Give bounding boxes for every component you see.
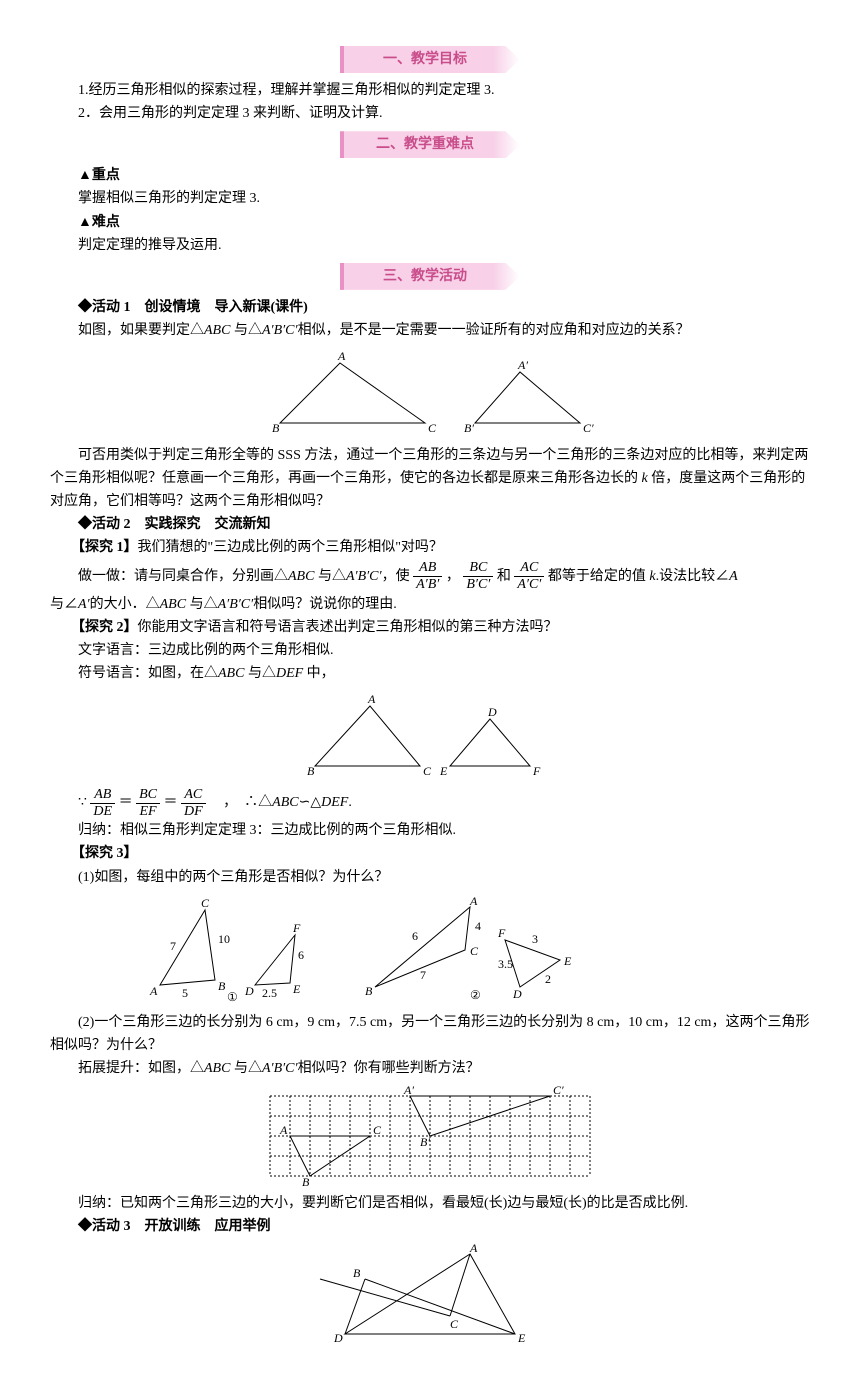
do-it-line-2: 与∠A′的大小．△ABC 与△A′B′C′相似吗？说说你的理由. xyxy=(50,593,810,616)
svg-text:B′: B′ xyxy=(464,421,474,435)
activity-1-p1: 如图，如果要判定△ABC 与△A′B′C′相似，是不是一定需要一一验证所有的对应… xyxy=(50,319,810,342)
svg-text:F: F xyxy=(497,926,506,940)
explore-1: 【探究 1】我们猜想的"三边成比例的两个三角形相似"对吗？ xyxy=(50,536,810,559)
svg-text:E: E xyxy=(563,954,572,968)
do-it-line: 做一做：请与同桌合作，分别画△ABC 与△A′B′C′，使 ABA′B′ ， B… xyxy=(50,560,810,594)
svg-text:A′: A′ xyxy=(403,1083,414,1097)
svg-text:C: C xyxy=(470,944,479,958)
section-goals-header: 一、教学目标 xyxy=(340,46,520,73)
svg-text:6: 6 xyxy=(298,948,304,962)
svg-text:D: D xyxy=(487,705,497,719)
svg-text:10: 10 xyxy=(218,932,230,946)
svg-text:6: 6 xyxy=(412,929,418,943)
figure-grid: A B C A′ B′ C′ xyxy=(50,1086,810,1186)
svg-text:4: 4 xyxy=(475,919,481,933)
svg-text:B: B xyxy=(353,1266,361,1280)
svg-text:3.5: 3.5 xyxy=(498,957,513,971)
word-language: 文字语言：三边成比例的两个三角形相似. xyxy=(50,639,810,662)
svg-text:B: B xyxy=(272,421,280,435)
activity-1-title: ◆活动 1 创设情境 导入新课(课件) xyxy=(50,296,810,319)
svg-text:D: D xyxy=(244,984,254,998)
goal-2: 2．会用三角形的判定定理 3 来判断、证明及计算. xyxy=(50,102,810,125)
key-point-label: ▲重点 xyxy=(50,164,810,187)
svg-text:3: 3 xyxy=(532,932,538,946)
section-activities-header: 三、教学活动 xyxy=(340,263,520,290)
svg-text:E: E xyxy=(517,1331,526,1345)
svg-text:B′: B′ xyxy=(420,1135,430,1149)
explore-3-title: 【探究 3】 xyxy=(50,842,810,865)
section-points-header: 二、教学重难点 xyxy=(340,131,520,158)
hard-point-label: ▲难点 xyxy=(50,211,810,234)
extension: 拓展提升：如图，△ABC 与△A′B′C′相似吗？你有哪些判断方法？ xyxy=(50,1057,810,1080)
activity-3-title: ◆活动 3 开放训练 应用举例 xyxy=(50,1215,810,1238)
svg-text:A′: A′ xyxy=(517,358,528,372)
svg-text:C: C xyxy=(428,421,437,435)
explore-3-q1: (1)如图，每组中的两个三角形是否相似？为什么？ xyxy=(50,866,810,889)
explore-2: 【探究 2】你能用文字语言和符号语言表述出判定三角形相似的第三种方法吗？ xyxy=(50,616,810,639)
svg-text:D: D xyxy=(512,987,522,1001)
because-therefore: ∵ ABDE ＝ BCEF ＝ ACDF ， ∴△ABC∽△DEF. xyxy=(50,787,810,819)
svg-text:B: B xyxy=(302,1175,310,1189)
svg-text:C: C xyxy=(201,896,210,910)
svg-text:C′: C′ xyxy=(553,1083,564,1097)
svg-text:2.5: 2.5 xyxy=(262,986,277,1000)
svg-text:B: B xyxy=(218,979,226,993)
svg-text:A: A xyxy=(469,894,478,908)
svg-text:7: 7 xyxy=(170,939,176,953)
svg-text:②: ② xyxy=(470,988,481,1002)
figure-last-triangle: A B C D E xyxy=(50,1244,810,1344)
key-point-text: 掌握相似三角形的判定定理 3. xyxy=(50,187,810,210)
figure-triangle-groups: C A B 7 10 5 F D E 6 2.5 ① A B C 6 4 7 F… xyxy=(50,895,810,1005)
svg-text:C′: C′ xyxy=(583,421,594,435)
svg-text:7: 7 xyxy=(420,968,426,982)
hard-point-text: 判定定理的推导及运用. xyxy=(50,234,810,257)
activity-1-p2: 可否用类似于判定三角形全等的 SSS 方法，通过一个三角形的三条边与另一个三角形… xyxy=(50,444,810,513)
svg-text:A: A xyxy=(337,349,346,363)
svg-text:D: D xyxy=(333,1331,343,1345)
svg-text:A: A xyxy=(469,1241,478,1255)
goal-1: 1.经历三角形相似的探索过程，理解并掌握三角形相似的判定定理 3. xyxy=(50,79,810,102)
svg-text:B: B xyxy=(365,984,373,998)
summary-2: 归纳：已知两个三角形三边的大小，要判断它们是否相似，看最短(长)边与最短(长)的… xyxy=(50,1192,810,1215)
summary-1: 归纳：相似三角形判定定理 3：三边成比例的两个三角形相似. xyxy=(50,819,810,842)
figure-two-triangles-2: A B C D E F xyxy=(50,691,810,781)
svg-text:F: F xyxy=(292,921,301,935)
activity-2-title: ◆活动 2 实践探究 交流新知 xyxy=(50,513,810,536)
svg-text:2: 2 xyxy=(545,972,551,986)
svg-text:C: C xyxy=(450,1317,459,1331)
svg-text:E: E xyxy=(439,764,448,778)
svg-text:A: A xyxy=(149,984,158,998)
svg-text:A: A xyxy=(279,1123,288,1137)
explore-3-q2: (2)一个三角形三边的长分别为 6 cm，9 cm，7.5 cm，另一个三角形三… xyxy=(50,1011,810,1057)
svg-text:A: A xyxy=(367,692,376,706)
svg-text:E: E xyxy=(292,982,301,996)
figure-two-triangles-1: A B C A′ B′ C′ xyxy=(50,348,810,438)
svg-text:F: F xyxy=(532,764,541,778)
svg-text:C: C xyxy=(423,764,432,778)
symbol-language: 符号语言：如图，在△ABC 与△DEF 中， xyxy=(50,662,810,685)
svg-text:B: B xyxy=(307,764,315,778)
svg-text:5: 5 xyxy=(182,986,188,1000)
svg-text:C: C xyxy=(373,1123,382,1137)
svg-text:①: ① xyxy=(227,990,238,1004)
